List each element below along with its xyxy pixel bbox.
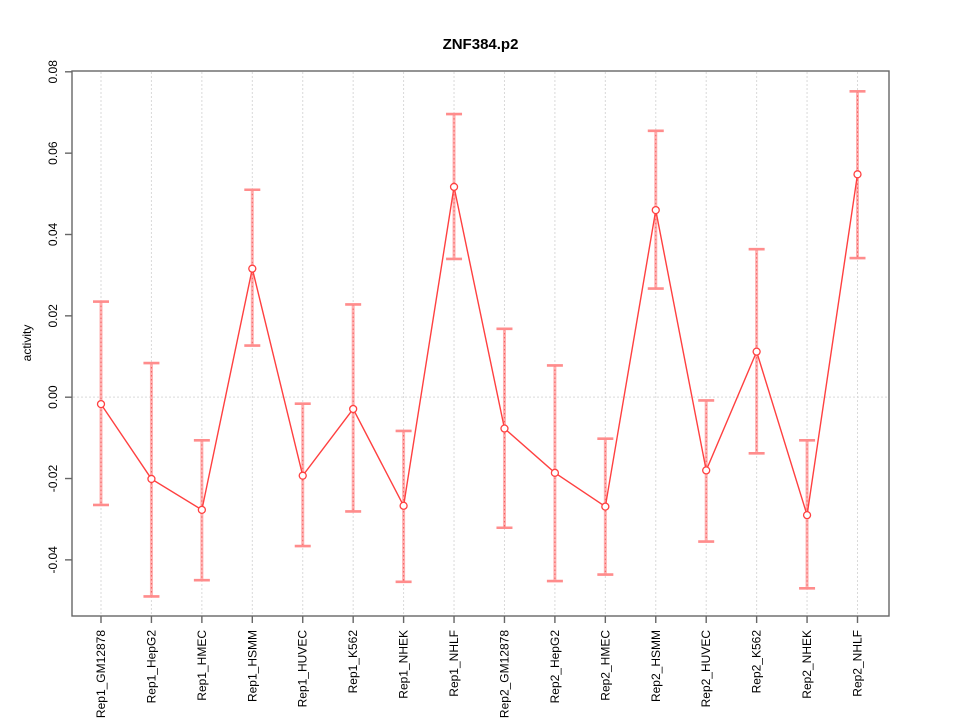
data-point-marker — [349, 404, 358, 414]
x-tick-label: Rep2_HepG2 — [548, 630, 562, 704]
x-tick-label: Rep2_NHEK — [800, 630, 814, 699]
y-tick-label: 0.02 — [46, 304, 60, 328]
data-point-marker — [147, 474, 156, 484]
data-point-marker — [651, 205, 660, 215]
data-point-marker — [802, 510, 812, 520]
x-tick-label: Rep1_HMEC — [195, 630, 209, 701]
data-point-marker — [550, 468, 560, 477]
y-tick-label: 0.08 — [46, 60, 60, 84]
y-tick-label: 0.00 — [46, 385, 60, 409]
x-tick-label: Rep1_NHEK — [397, 630, 411, 699]
data-point-marker — [298, 471, 307, 480]
y-tick-label: 0.06 — [46, 141, 60, 165]
x-tick-label: Rep1_GM12878 — [94, 630, 108, 718]
x-tick-label: Rep1_HUVEC — [296, 630, 310, 708]
y-tick-label: 0.04 — [46, 222, 60, 246]
plot-border — [71, 70, 890, 617]
data-point-marker — [853, 170, 862, 179]
data-point-marker — [449, 182, 459, 192]
x-tick-label: Rep2_K562 — [750, 630, 764, 694]
x-tick-label: Rep2_HMEC — [598, 630, 612, 701]
x-tick-label: Rep1_HSMM — [245, 630, 259, 702]
x-tick-label: Rep2_HUVEC — [699, 630, 713, 708]
data-point-marker — [197, 505, 207, 514]
y-axis-title: activity — [20, 324, 34, 362]
x-tick-label: Rep2_HSMM — [649, 630, 663, 702]
x-tick-label: Rep1_HepG2 — [144, 630, 158, 704]
data-point-marker — [248, 264, 257, 273]
data-point-marker — [500, 424, 509, 433]
series-line — [100, 174, 859, 516]
x-tick-label: Rep2_NHLF — [851, 630, 865, 697]
x-tick-label: Rep2_GM12878 — [497, 630, 511, 718]
x-tick-label: Rep1_K562 — [346, 630, 360, 694]
data-point-marker — [96, 399, 106, 409]
chart-title: ZNF384.p2 — [442, 36, 519, 53]
data-point-marker — [752, 347, 761, 356]
data-point-marker — [399, 501, 408, 510]
data-point-marker — [702, 466, 711, 475]
y-tick-label: -0.02 — [46, 465, 60, 493]
x-tick-label: Rep1_NHLF — [447, 630, 461, 697]
y-tick-label: -0.04 — [46, 546, 60, 574]
data-point-marker — [601, 502, 610, 511]
